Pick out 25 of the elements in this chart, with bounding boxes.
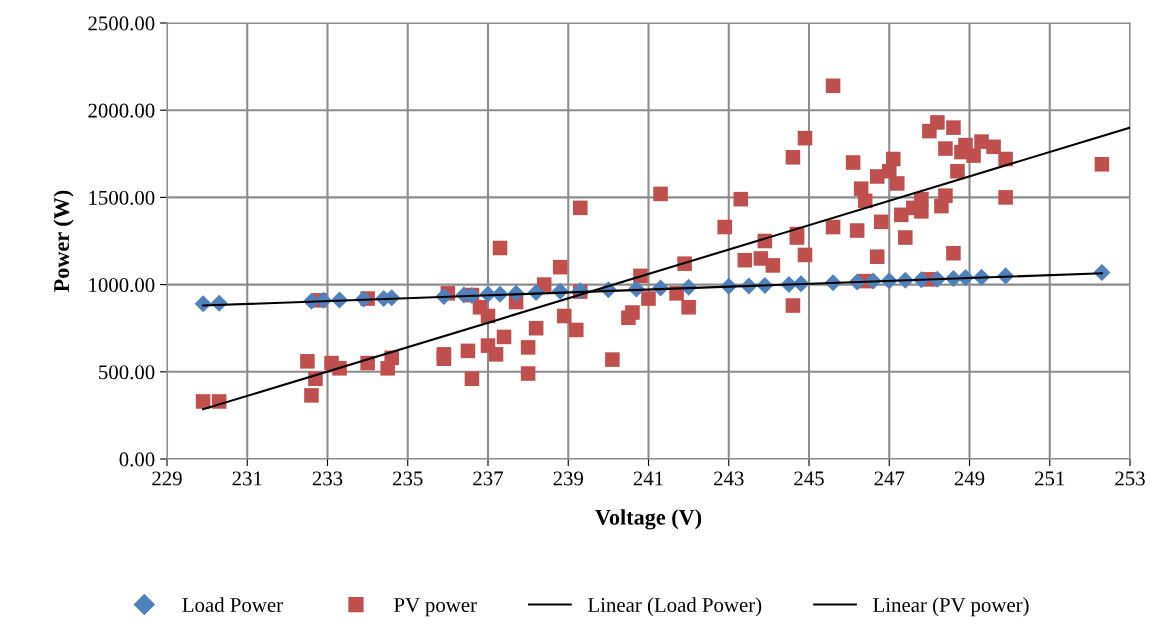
x-tick-label: 237 bbox=[473, 471, 504, 486]
y-tick-label: 2000.00 bbox=[88, 103, 155, 118]
x-tick-label: 231 bbox=[232, 471, 262, 486]
x-tick-label: 245 bbox=[794, 471, 824, 486]
x-tick-label: 241 bbox=[633, 471, 663, 486]
x-tick-label: 251 bbox=[1035, 471, 1065, 486]
y-axis-title: Power (W) bbox=[53, 190, 74, 292]
y-tick-label: 1500.00 bbox=[89, 190, 155, 205]
legend-label: Load Power bbox=[182, 597, 283, 613]
legend-label: Linear (PV power) bbox=[873, 597, 1029, 617]
x-axis-title: Voltage (V) bbox=[595, 509, 702, 530]
x-tick-label: 247 bbox=[874, 471, 905, 486]
x-tick-label: 243 bbox=[714, 471, 744, 486]
x-tick-label: 239 bbox=[553, 471, 584, 486]
x-tick-label: 249 bbox=[954, 471, 985, 486]
y-tick-label: 1000.00 bbox=[89, 277, 155, 293]
legend-label: Linear (Load Power) bbox=[588, 597, 762, 617]
x-tick-label: 233 bbox=[312, 471, 343, 486]
x-tick-label: 235 bbox=[393, 471, 423, 486]
legend-label: PV power bbox=[394, 598, 477, 617]
y-tick-label: 500.00 bbox=[99, 365, 155, 380]
y-tick-label: 0.00 bbox=[119, 452, 155, 467]
x-tick-label: 253 bbox=[1115, 471, 1145, 486]
y-tick-label: 2500.00 bbox=[88, 16, 155, 31]
x-tick-label: 229 bbox=[152, 471, 182, 486]
